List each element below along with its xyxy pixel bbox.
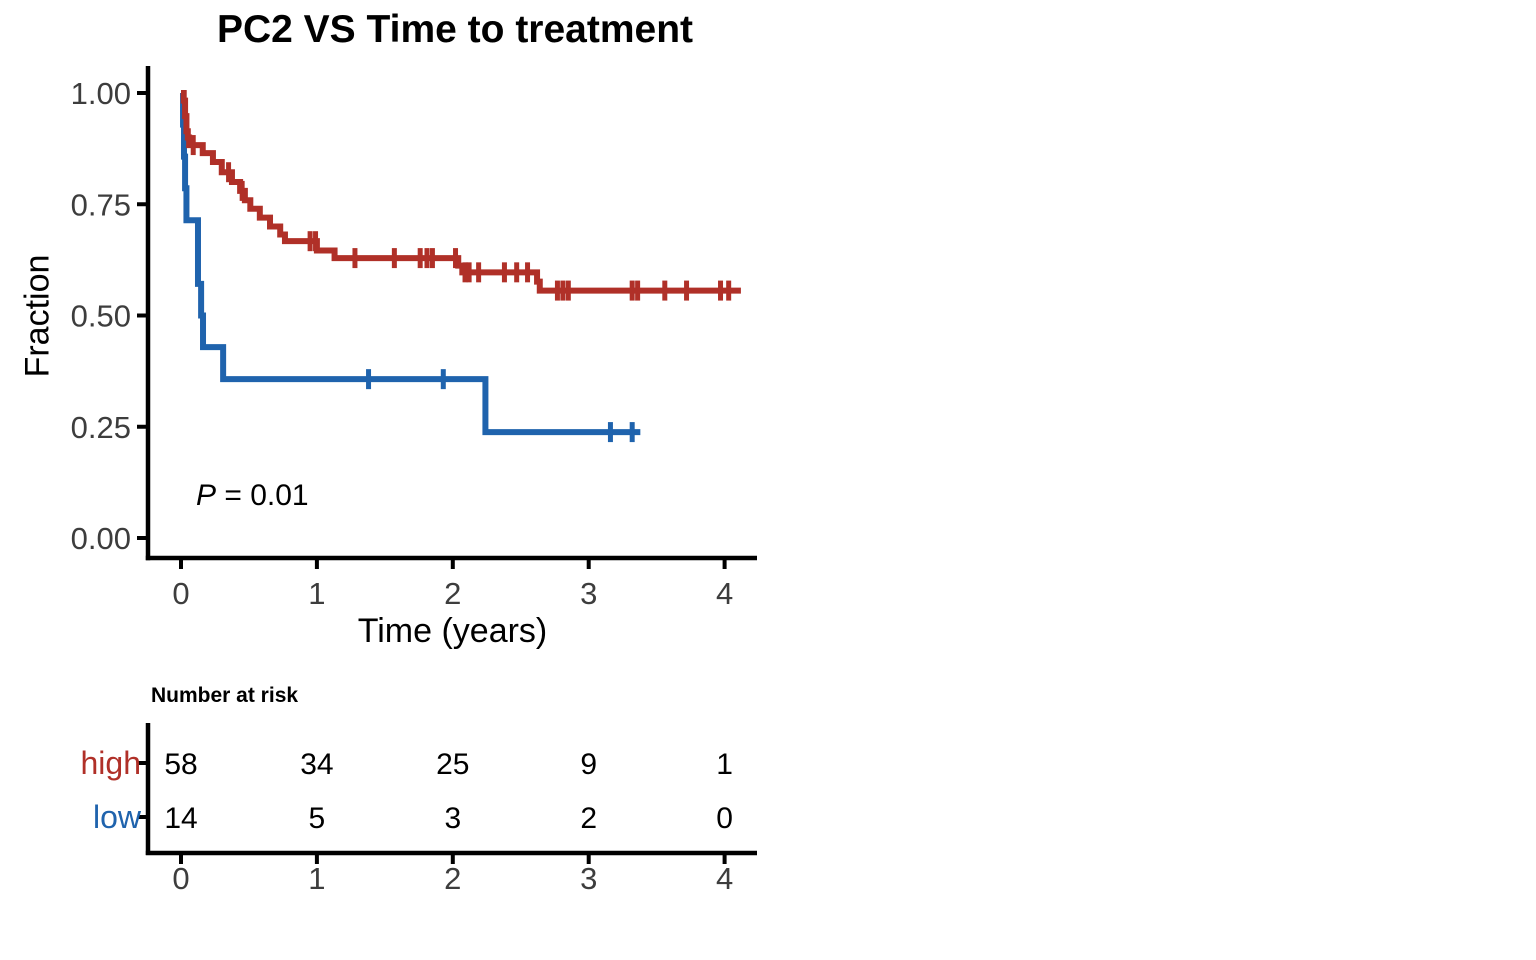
risk-table-tick-label: 4 <box>716 861 733 896</box>
y-tick-label: 0.50 <box>71 299 131 334</box>
risk-count-high-t1: 34 <box>300 748 333 781</box>
x-tick-label: 3 <box>580 576 597 611</box>
p-value-annotation: P = 0.01 <box>196 479 309 513</box>
y-tick-label: 0.75 <box>71 187 131 222</box>
p-value-symbol: P <box>196 479 217 512</box>
risk-row-label-low: low <box>93 799 142 835</box>
risk-table-tick-label: 2 <box>444 861 461 896</box>
x-tick-label: 4 <box>716 576 733 611</box>
y-tick-label: 1.00 <box>71 76 131 111</box>
x-axis-title: Time (years) <box>357 612 548 650</box>
risk-table-tick-label: 0 <box>172 861 189 896</box>
p-value-text: = 0.01 <box>216 479 309 512</box>
risk-count-high-t4: 1 <box>716 748 733 781</box>
y-tick-label: 0.00 <box>71 521 131 556</box>
risk-count-low-t3: 2 <box>580 802 597 835</box>
x-tick-label: 0 <box>172 576 189 611</box>
risk-count-low-t0: 14 <box>164 802 197 835</box>
survival-curve-high <box>180 90 741 294</box>
chart-title: PC2 VS Time to treatment <box>216 8 694 51</box>
risk-count-high-t0: 58 <box>164 748 197 781</box>
risk-count-high-t2: 25 <box>436 748 469 781</box>
risk-count-low-t4: 0 <box>716 802 733 835</box>
risk-count-low-t2: 3 <box>444 802 461 835</box>
risk-count-low-t1: 5 <box>309 802 326 835</box>
survival-curve-low <box>180 90 641 436</box>
x-tick-label: 1 <box>308 576 325 611</box>
x-tick-label: 2 <box>444 576 461 611</box>
risk-table-tick-label: 3 <box>580 861 597 896</box>
risk-table-tick-label: 1 <box>308 861 325 896</box>
risk-table-title: Number at risk <box>151 684 299 707</box>
risk-count-high-t3: 9 <box>580 748 597 781</box>
risk-row-label-high: high <box>81 745 142 781</box>
y-tick-label: 0.25 <box>71 410 131 445</box>
